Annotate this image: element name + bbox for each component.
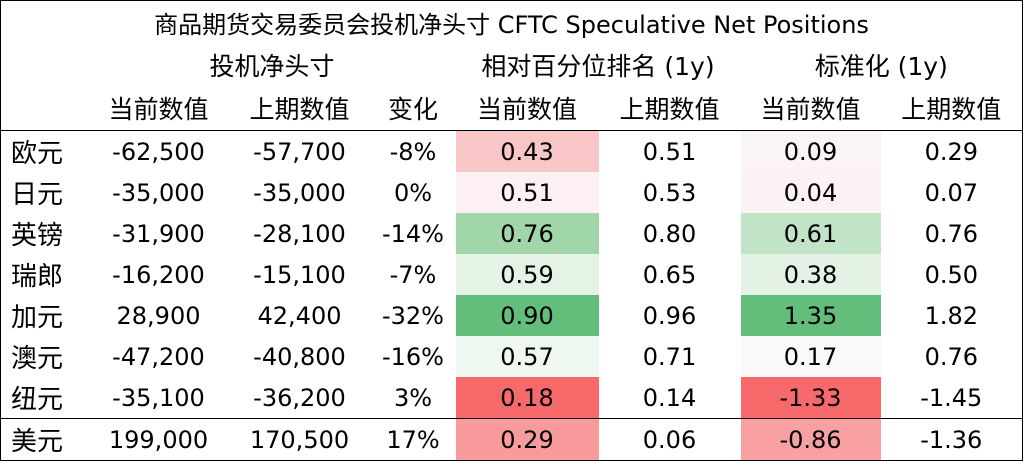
cell: -1.45	[920, 383, 983, 412]
row-label: 瑞郎	[11, 262, 64, 292]
cell: -0.86	[740, 418, 881, 461]
table-row: 瑞郎 -16,200 -15,100 -7% 0.59 0.65 0.38 0.50	[1, 254, 1023, 295]
cell: -32%	[381, 301, 444, 330]
row-label: 英镑	[11, 221, 64, 251]
cell: 0.17	[740, 336, 881, 377]
cell: 0.90	[455, 295, 599, 336]
row-label: 加元	[11, 303, 64, 333]
cell: 0.96	[642, 301, 697, 330]
table-row: 澳元 -47,200 -40,800 -16% 0.57 0.71 0.17 0.76	[1, 336, 1023, 377]
cell: 170,500	[228, 418, 371, 461]
column-header: 上期数值	[598, 86, 741, 131]
cell: -14%	[381, 219, 444, 248]
row-label: 欧元	[11, 139, 64, 169]
cell: -35,000	[112, 178, 205, 207]
column-header: 当前数值	[740, 86, 881, 131]
cell: 0.29	[924, 137, 978, 166]
cell: 0%	[393, 178, 433, 207]
column-header: 变化	[370, 86, 456, 131]
cell: 199,000	[88, 418, 229, 461]
cell: 1.82	[924, 301, 978, 330]
cell: 0.09	[740, 130, 881, 172]
cell: -16,200	[112, 260, 205, 289]
cell: 0.80	[642, 219, 697, 248]
cell: -57,700	[253, 137, 346, 166]
table-row: 英镑 -31,900 -28,100 -14% 0.76 0.80 0.61 0.76	[1, 213, 1023, 254]
cell: 0.07	[924, 178, 978, 207]
cell: -35,100	[112, 383, 205, 412]
group-header: 标准化 (1y)	[814, 51, 948, 81]
cell: 17%	[370, 418, 456, 461]
group-header: 相对百分位排名 (1y)	[481, 51, 715, 81]
cell: -36,200	[253, 383, 346, 412]
cell: 0.76	[924, 219, 978, 248]
blank	[0, 86, 89, 131]
cell: 0.61	[740, 213, 881, 254]
table-row: 加元 28,900 42,400 -32% 0.90 0.96 1.35 1.82	[1, 295, 1023, 336]
cell: 0.29	[455, 418, 599, 461]
cell: 0.76	[455, 213, 599, 254]
cell: -31,900	[112, 219, 205, 248]
table-row: 欧元 -62,500 -57,700 -8% 0.43 0.51 0.09 0.29	[1, 130, 1023, 172]
cell: 0.57	[455, 336, 599, 377]
row-label: 日元	[11, 180, 64, 210]
cell: -15,100	[253, 260, 346, 289]
cell: 0.18	[455, 377, 599, 419]
cell: -7%	[389, 260, 437, 289]
cell: 1.35	[740, 295, 881, 336]
cell: 0.76	[924, 342, 978, 371]
cell: 0.51	[455, 172, 599, 213]
row-label: 纽元	[11, 385, 64, 415]
cell: 3%	[393, 383, 433, 412]
cell: 0.06	[598, 418, 741, 461]
title: 商品期货交易委员会投机净头寸 CFTC Speculative Net Posi…	[154, 10, 869, 39]
table-row: 纽元 -35,100 -36,200 3% 0.18 0.14 -1.33 -1.45	[1, 377, 1023, 419]
cell: -47,200	[112, 342, 205, 371]
cell: 0.59	[455, 254, 599, 295]
column-header: 当前数值	[455, 86, 599, 131]
cell: -8%	[389, 137, 437, 166]
cell: 42,400	[257, 301, 342, 330]
row-label: 美元	[0, 418, 89, 461]
cell: 0.51	[642, 137, 697, 166]
column-header: 上期数值	[880, 86, 1023, 131]
column-header: 当前数值	[88, 86, 229, 131]
cell: -62,500	[112, 137, 205, 166]
cell: 0.65	[642, 260, 697, 289]
cell: -1.33	[740, 377, 881, 419]
cell: 0.14	[642, 383, 697, 412]
blank	[1, 43, 89, 86]
row-label: 澳元	[11, 344, 64, 374]
table-row: 美元 199,000 170,500 17% 0.29 0.06 -0.86 -1.36	[0, 418, 1023, 461]
cell: 0.38	[740, 254, 881, 295]
cell: 0.04	[740, 172, 881, 213]
cell: 28,900	[116, 301, 201, 330]
cell: -40,800	[253, 342, 346, 371]
cell: 0.71	[642, 342, 697, 371]
cell: -1.36	[880, 418, 1023, 461]
cell: 0.53	[642, 178, 697, 207]
cell: -28,100	[253, 219, 346, 248]
group-header: 投机净头寸	[209, 51, 335, 81]
cell: 0.43	[455, 130, 599, 172]
column-header: 上期数值	[228, 86, 371, 131]
cell: -35,000	[253, 178, 346, 207]
table-row: 日元 -35,000 -35,000 0% 0.51 0.53 0.04 0.07	[1, 172, 1023, 213]
cell: 0.50	[924, 260, 978, 289]
cell: -16%	[381, 342, 444, 371]
